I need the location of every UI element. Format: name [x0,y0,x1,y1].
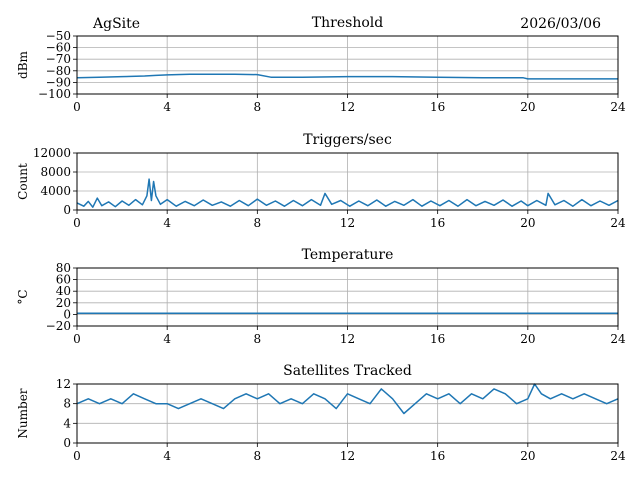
x-tick-label: 16 [430,100,445,114]
y-tick-label: 40 [56,284,71,298]
y-tick-label: −70 [46,52,71,66]
x-tick-label: 8 [254,332,262,346]
x-tick-label: 8 [254,100,262,114]
x-tick-label: 16 [430,216,445,230]
series-line [76,383,619,415]
y-tick-label: 4 [63,416,71,430]
y-tick-label: 60 [56,273,71,287]
y-tick-label: 12 [56,377,71,391]
chart-title: Temperature [302,247,394,263]
y-tick-label: 0 [63,307,71,321]
x-tick-label: 20 [520,100,535,114]
y-axis-label: Number [16,388,30,438]
y-tick-label: 8000 [40,165,71,179]
x-tick-label: 16 [430,449,445,463]
series-line [76,73,618,80]
x-tick-label: 4 [163,216,171,230]
y-tick-label: −20 [46,319,71,333]
y-axis-label: Count [16,163,30,200]
x-tick-label: 24 [610,449,626,463]
x-tick-label: 24 [610,100,626,114]
y-tick-label: 12000 [33,146,71,160]
y-tick-label: −50 [46,29,71,43]
y-tick-label: 80 [56,261,71,275]
y-tick-label: 8 [63,397,71,411]
x-tick-label: 4 [163,332,171,346]
x-tick-label: 4 [163,449,171,463]
chart-panels: Threshold 0 4 8 12 16 20 24 −100−90−80−70−60−50 d… [16,15,626,463]
x-tick-label: 0 [73,216,81,230]
x-tick-label: 12 [340,100,355,114]
chart-panel-1: Threshold 0 4 8 12 16 20 24 −100−90−80−70−60−50 d… [16,15,626,114]
y-tick-label: 0 [63,436,71,450]
y-tick-label: 4000 [40,184,71,198]
y-axis-label: °C [16,289,30,304]
chart-title: Threshold [312,15,383,31]
x-tick-label: 0 [73,449,81,463]
x-tick-label: 20 [520,216,535,230]
chart-title: Satellites Tracked [283,363,412,379]
y-tick-label: −100 [38,87,71,101]
chart-title: Triggers/sec [303,132,392,148]
x-tick-label: 24 [610,332,626,346]
site-name: AgSite [92,16,140,32]
chart-panel-4: Satellites Tracked 0 4 8 12 16 20 24 0 4 8 12 Number [16,363,626,463]
y-axis-label: dBm [16,50,30,79]
y-tick-label: −80 [46,64,71,78]
y-tick-label: −90 [46,75,71,89]
y-tick-label: 20 [56,296,71,310]
x-tick-label: 12 [340,449,355,463]
x-tick-label: 20 [520,449,535,463]
x-tick-label: 0 [73,332,81,346]
x-tick-label: 0 [73,100,81,114]
x-tick-label: 4 [163,100,171,114]
x-tick-label: 24 [610,216,626,230]
chart-panel-2: Triggers/sec 0 4 8 12 16 20 24 0 4000 8000 12000Cou… [16,132,626,230]
y-tick-label: −60 [46,41,71,55]
y-tick-label: 0 [63,203,71,217]
x-tick-label: 8 [254,449,262,463]
x-tick-label: 20 [520,332,535,346]
x-tick-label: 8 [254,216,262,230]
x-tick-label: 12 [340,332,355,346]
series-line [76,178,619,208]
x-tick-label: 12 [340,216,355,230]
report-date: 2026/03/06 [520,16,601,32]
x-tick-label: 16 [430,332,445,346]
